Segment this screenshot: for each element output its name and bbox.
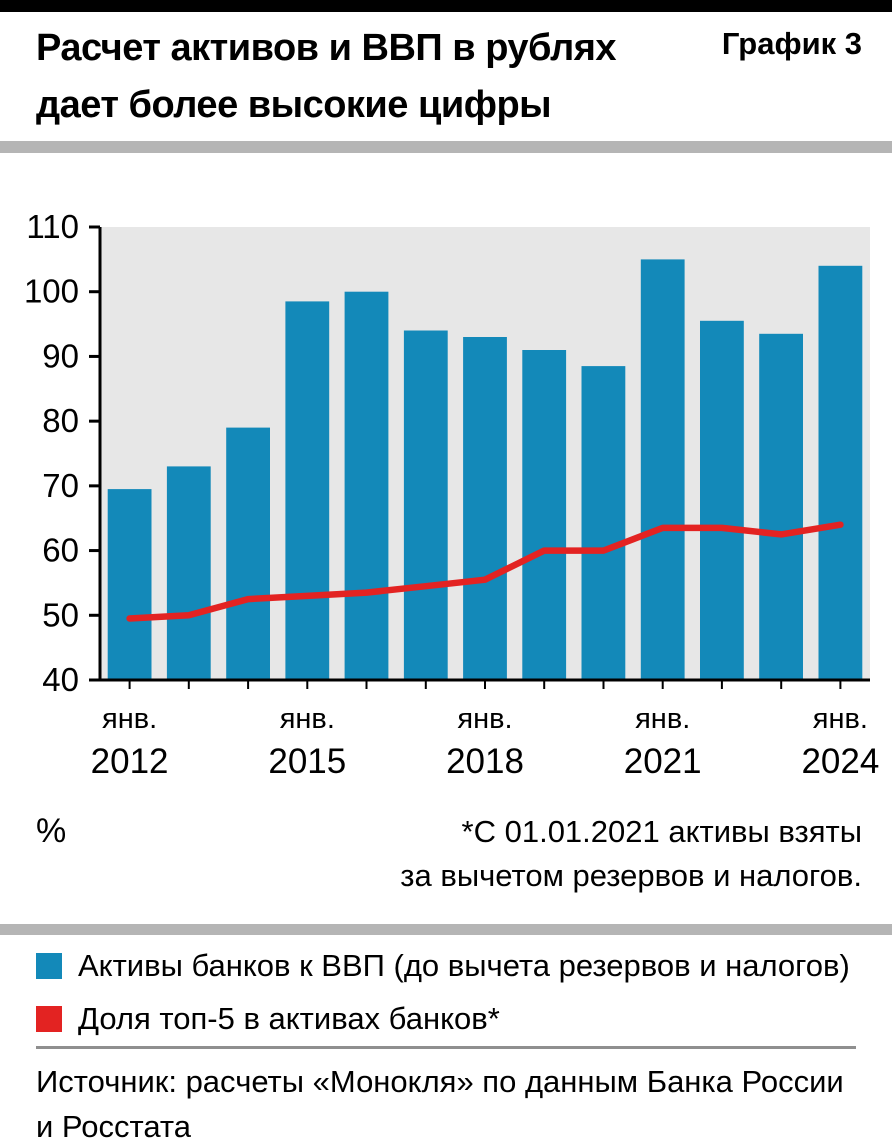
- y-tick-label: 50: [42, 596, 79, 633]
- bar-2013: [166, 466, 211, 680]
- x-label-month: янв.: [457, 703, 512, 735]
- y-tick-label: 80: [42, 402, 79, 439]
- bar-2024: [818, 265, 863, 680]
- y-tick-label: 90: [42, 337, 79, 374]
- footnote-line-1: *С 01.01.2021 активы взяты: [461, 814, 862, 849]
- chart: 40 50 60 70 80 90 100 110 янв. 2012 янв. 2015 янв. 20…: [0, 160, 892, 780]
- x-label-year: 2012: [91, 742, 169, 780]
- title-line-1: Расчет активов и ВВП в рублях: [36, 27, 617, 69]
- top-black-rule: [0, 0, 892, 12]
- divider-line-source: [36, 1046, 856, 1049]
- bar-2012: [107, 489, 152, 680]
- y-axis-unit-label: %: [36, 812, 67, 850]
- legend-label-assets: Активы банков к ВВП (до вычета резервов …: [78, 948, 850, 983]
- x-label-year: 2018: [446, 742, 524, 780]
- legend-label-top5: Доля топ-5 в активах банков*: [78, 1001, 500, 1036]
- bar-2023: [759, 333, 803, 680]
- x-label-month: янв.: [280, 703, 335, 735]
- footnote: *С 01.01.2021 активы взяты за вычетом ре…: [400, 810, 862, 898]
- page-title: Расчет активов и ВВП в рублях дает более…: [36, 20, 617, 134]
- x-label-year: 2021: [624, 742, 702, 780]
- x-label-year: 2015: [268, 742, 346, 780]
- source-note: Источник: расчеты «Монокля» по данным Ба…: [36, 1060, 844, 1147]
- y-tick-label: 110: [26, 208, 79, 245]
- x-label-year: 2024: [801, 742, 879, 780]
- divider-band-legend: [0, 924, 892, 935]
- legend: Активы банков к ВВП (до вычета резервов …: [36, 948, 850, 1037]
- legend-swatch-blue: [36, 953, 62, 979]
- y-tick-label: 70: [42, 467, 79, 504]
- y-tick-label: 40: [42, 661, 79, 698]
- legend-item-assets: Активы банков к ВВП (до вычета резервов …: [36, 948, 850, 984]
- legend-swatch-red: [36, 1006, 62, 1032]
- bar-2015: [285, 301, 330, 680]
- chart-number-label: График 3: [721, 26, 862, 61]
- divider-band-top: [0, 141, 892, 153]
- source-line-2: и Росстата: [36, 1108, 191, 1144]
- y-tick-label: 100: [24, 273, 79, 310]
- bar-2019: [522, 350, 567, 680]
- bar-2022: [700, 320, 744, 680]
- x-label-month: янв.: [635, 703, 690, 735]
- footnote-line-2: за вычетом резервов и налогов.: [400, 858, 862, 894]
- bar-2017: [403, 330, 448, 680]
- chart-svg: 40 50 60 70 80 90 100 110 янв. 2012 янв. 2015 янв. 20…: [24, 208, 879, 780]
- source-line-1: Источник: расчеты «Монокля» по данным Ба…: [36, 1064, 844, 1099]
- line-top5-share: [126, 521, 844, 622]
- bar-2014: [226, 427, 270, 680]
- bar-2018: [463, 337, 507, 680]
- x-label-month: янв.: [102, 703, 157, 735]
- legend-item-top5: Доля топ-5 в активах банков*: [36, 1001, 850, 1037]
- bar-2021: [640, 259, 685, 680]
- bar-2020: [581, 366, 626, 680]
- title-line-2: дает более высокие цифры: [36, 84, 552, 126]
- y-tick-label: 60: [42, 532, 79, 569]
- bar-2016: [344, 291, 389, 680]
- x-label-month: янв.: [813, 703, 868, 735]
